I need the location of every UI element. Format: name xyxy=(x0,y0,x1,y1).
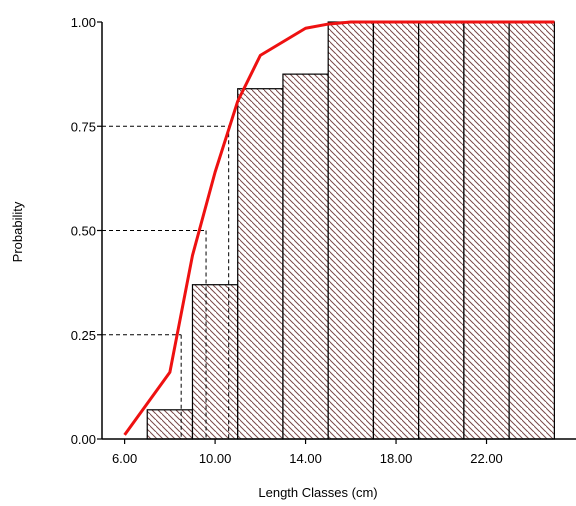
bar-8 xyxy=(463,21,510,440)
reference-lines-layer xyxy=(102,125,230,439)
x-tick-label: 18.00 xyxy=(380,451,413,466)
bar-7 xyxy=(418,21,465,440)
x-tick-label: 10.00 xyxy=(199,451,232,466)
x-axis-title: Length Classes (cm) xyxy=(258,485,377,500)
y-tick-label: 0.75 xyxy=(71,119,96,134)
x-tick-label: 6.00 xyxy=(112,451,137,466)
curve-layer xyxy=(123,20,555,436)
y-tick-label: 0.50 xyxy=(71,224,96,239)
x-tick-label: 14.00 xyxy=(289,451,322,466)
bar-5 xyxy=(327,21,375,440)
y-axis-title: Probability xyxy=(10,201,25,262)
bar-3 xyxy=(237,88,284,440)
bar-4 xyxy=(282,73,329,440)
bar-9 xyxy=(508,21,555,440)
axes-layer: 0.00 0.25 0.50 0.75 1.00 6.00 10.00 14.00 18.00 2… xyxy=(71,15,576,466)
bar-6 xyxy=(372,21,420,440)
y-tick-label: 0.00 xyxy=(71,432,96,447)
bar-1 xyxy=(146,409,194,440)
y-tick-label: 0.25 xyxy=(71,328,96,343)
y-tick-label: 1.00 xyxy=(71,15,96,30)
cumulative-curve xyxy=(123,20,555,436)
bar-2 xyxy=(191,284,239,440)
bars-layer xyxy=(146,21,555,440)
x-tick-label: 22.00 xyxy=(470,451,503,466)
